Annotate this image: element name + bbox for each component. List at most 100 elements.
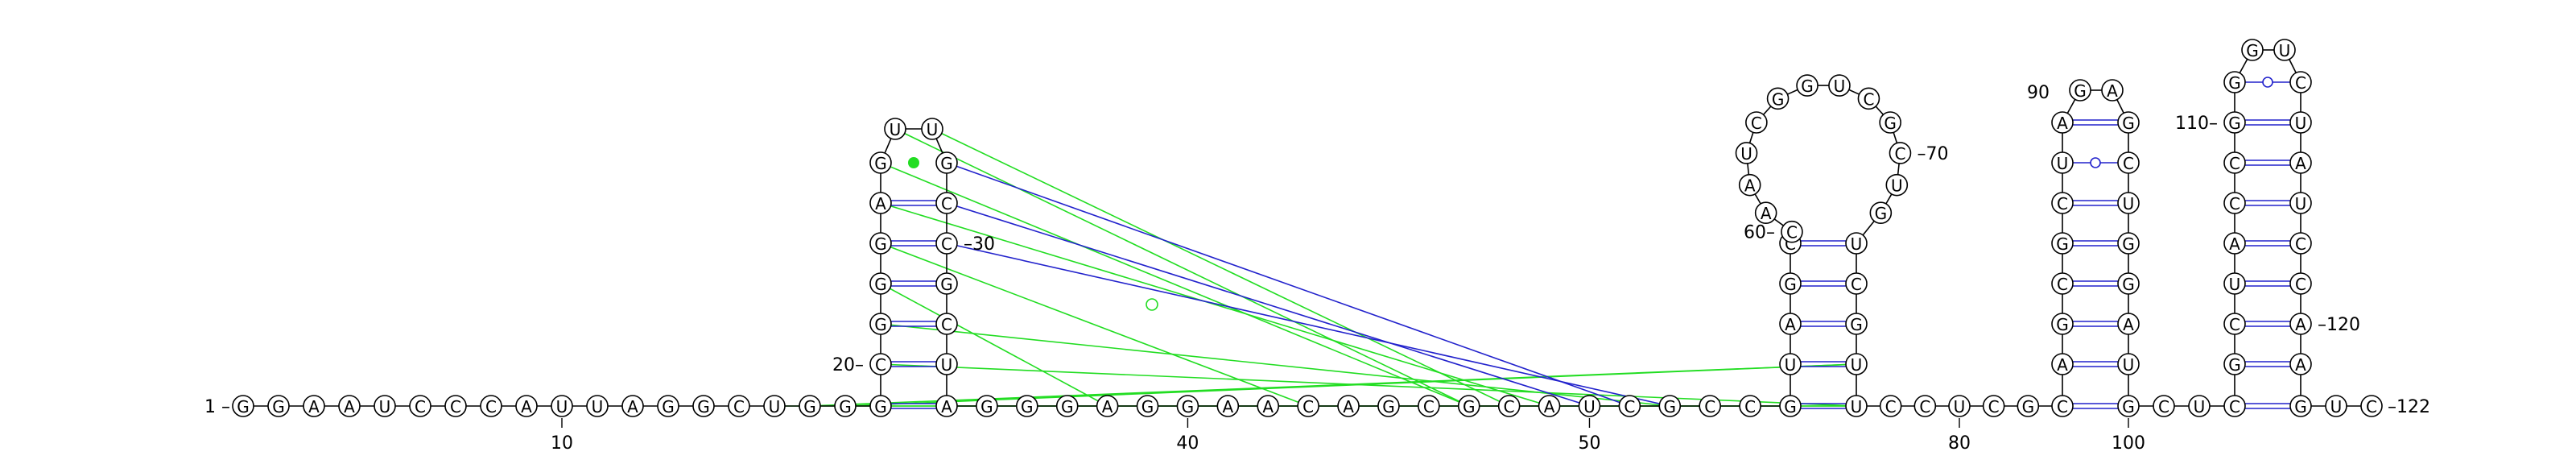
tertiary-interaction-line bbox=[880, 323, 1670, 407]
nucleotide-circle bbox=[935, 272, 958, 295]
number-label: 110– bbox=[2175, 114, 2218, 134]
nucleotide-circle bbox=[2051, 353, 2074, 375]
nucleotide-letter: C bbox=[2295, 275, 2306, 294]
nucleotide-letter: C bbox=[941, 194, 952, 213]
nucleotide-circle bbox=[1699, 395, 1721, 417]
nucleotide-circle bbox=[621, 395, 644, 417]
nucleotide-letter: C bbox=[1624, 397, 1635, 416]
nucleotide-circle bbox=[834, 395, 857, 417]
nucleotide-letter: C bbox=[415, 397, 426, 416]
nucleotide-circle bbox=[1457, 395, 1480, 417]
nucleotide-circle bbox=[2117, 151, 2140, 174]
nucleotide-letter: A bbox=[2107, 81, 2118, 101]
nucleotide-letter: A bbox=[2057, 114, 2068, 133]
nucleotide-circle bbox=[2289, 232, 2312, 255]
nucleotide-circle bbox=[2289, 353, 2312, 375]
nucleotide-circle bbox=[2289, 313, 2312, 335]
backbone-segment bbox=[1787, 89, 1798, 95]
nucleotide-circle bbox=[869, 272, 892, 295]
nucleotide: C bbox=[2223, 192, 2246, 214]
nucleotide-letter: G bbox=[2228, 73, 2241, 93]
nucleotide: C bbox=[1781, 220, 1803, 243]
nucleotide-circle bbox=[2325, 395, 2347, 417]
nucleotide: C bbox=[1497, 395, 1521, 417]
nucleotide: G bbox=[2289, 395, 2312, 417]
backbone bbox=[254, 49, 2361, 407]
nucleotide: A bbox=[2101, 79, 2124, 102]
nucleotide-circle bbox=[2289, 192, 2312, 214]
nucleotide-circle bbox=[1337, 395, 1360, 417]
nucleotide-letter: C bbox=[2366, 397, 2377, 416]
nucleotide-circle bbox=[921, 118, 943, 140]
nucleotide: G bbox=[1658, 395, 1682, 417]
nucleotide: G bbox=[2223, 111, 2246, 134]
backbone-segment bbox=[1897, 163, 1900, 175]
nucleotide: U bbox=[2289, 111, 2312, 134]
nucleotide: C bbox=[1618, 395, 1641, 417]
nucleotide: A bbox=[2051, 353, 2074, 375]
nucleotide: G bbox=[1796, 74, 1818, 97]
nucleotide-letter: A bbox=[1222, 397, 1233, 416]
number-label: 10 bbox=[551, 433, 573, 454]
nucleotide-letter: A bbox=[2295, 355, 2306, 375]
nucleotide-circle bbox=[2223, 71, 2246, 93]
nucleotide-letter: C bbox=[2158, 397, 2169, 416]
nucleotide-circle bbox=[1869, 201, 1893, 225]
nucleotide-circle bbox=[935, 395, 958, 417]
nucleotide-letter: G bbox=[1182, 397, 1195, 416]
nucleotide: G bbox=[1016, 395, 1038, 417]
nucleotide: U bbox=[586, 395, 609, 417]
nucleotide-circle bbox=[2223, 313, 2246, 335]
nucleotide-circle bbox=[1845, 232, 1868, 255]
nucleotide-circle bbox=[551, 395, 573, 417]
nucleotide-circle bbox=[2117, 272, 2140, 295]
number-label: –30 bbox=[964, 234, 995, 255]
nucleotide-circle bbox=[1845, 353, 1868, 375]
backbone-segment bbox=[1748, 132, 1754, 143]
nucleotide-letter: U bbox=[556, 397, 568, 416]
nucleotide-circle bbox=[1538, 395, 1561, 417]
nucleotide: U bbox=[1735, 142, 1758, 164]
nucleotide: U bbox=[1845, 395, 1868, 417]
nucleotide-circle bbox=[2117, 192, 2140, 214]
nucleotide: A bbox=[869, 192, 892, 214]
nucleotide-letter: A bbox=[2123, 315, 2134, 334]
nucleotide-letter: C bbox=[2229, 154, 2240, 173]
nucleotide-letter: U bbox=[2279, 41, 2291, 60]
nucleotide: A bbox=[2117, 313, 2140, 335]
nucleotide: U bbox=[2289, 192, 2312, 214]
backbone-segment bbox=[935, 138, 943, 154]
nucleotide-circle bbox=[2223, 111, 2246, 134]
nucleotide: C bbox=[2153, 395, 2175, 417]
nucleotide-circle bbox=[692, 395, 715, 417]
nucleotide-letter: G bbox=[2228, 355, 2241, 375]
number-label: 90 bbox=[2027, 83, 2050, 103]
nucleotide: C bbox=[1913, 395, 1937, 417]
backbone-segment bbox=[1773, 218, 1784, 226]
nucleotide: G bbox=[1055, 395, 1079, 417]
nucleotide-letter: G bbox=[874, 397, 887, 416]
nucleotide-letter: G bbox=[697, 397, 710, 416]
nucleotide-letter: G bbox=[1784, 397, 1797, 416]
nucleotide: C bbox=[2223, 313, 2246, 335]
nucleotide-circle bbox=[1618, 395, 1641, 417]
nucleotide: G bbox=[799, 395, 821, 417]
nucleotide-letter: U bbox=[2123, 194, 2135, 213]
nucleotide-circle bbox=[2051, 395, 2074, 417]
nucleotide: G bbox=[1457, 395, 1480, 417]
nucleotide-letter: U bbox=[1851, 355, 1863, 375]
nucleotide-letter: U bbox=[1740, 144, 1752, 164]
nucleotide: C bbox=[2223, 151, 2246, 174]
nucleotide-letter: C bbox=[1894, 144, 1905, 164]
nucleotide-letter: A bbox=[1744, 176, 1756, 196]
nucleotide: G bbox=[1869, 201, 1893, 225]
nucleotide-circle bbox=[1754, 201, 1777, 225]
nucleotide-letter: G bbox=[2122, 397, 2135, 416]
nucleotide: C bbox=[869, 353, 892, 375]
nucleotide-circle bbox=[1796, 74, 1818, 97]
tertiary-interaction-line bbox=[880, 162, 1470, 407]
nucleotide-letter: C bbox=[1704, 397, 1715, 416]
nucleotide-circle bbox=[935, 232, 958, 255]
nucleotide: A bbox=[621, 395, 644, 417]
